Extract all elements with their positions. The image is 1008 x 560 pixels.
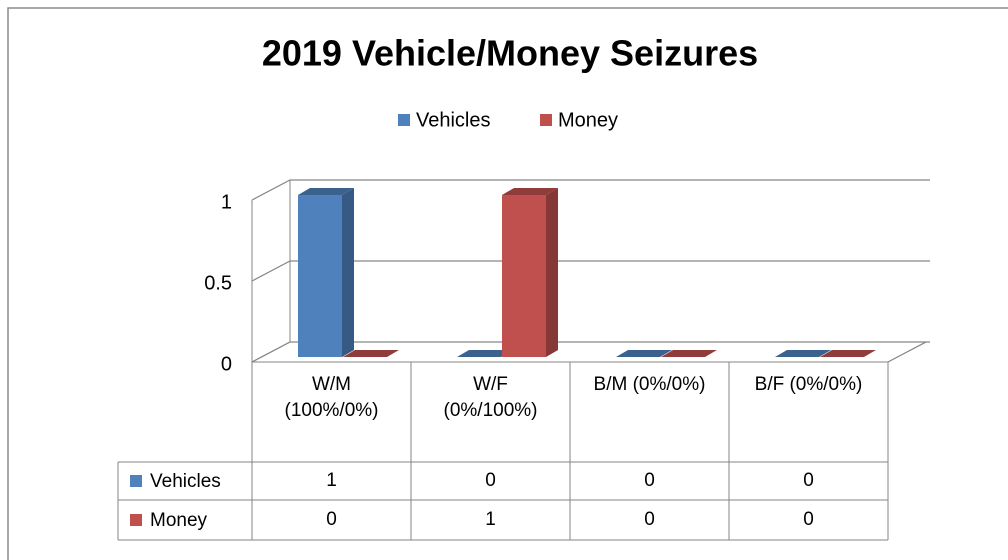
bar bbox=[820, 350, 876, 357]
bar bbox=[343, 350, 399, 357]
legend-swatch bbox=[398, 114, 410, 126]
bar-face bbox=[616, 350, 672, 357]
bar-face bbox=[661, 350, 717, 357]
bar-face bbox=[502, 195, 546, 357]
table-value: 0 bbox=[644, 509, 655, 530]
legend-label: Vehicles bbox=[416, 109, 491, 131]
table-value: 0 bbox=[803, 509, 814, 530]
bar-face bbox=[820, 350, 876, 357]
table-value: 0 bbox=[644, 470, 655, 491]
y-tick-label: 0 bbox=[221, 353, 232, 375]
y-tick-label: 1 bbox=[221, 191, 232, 213]
table-value: 0 bbox=[485, 470, 496, 491]
table-value: 1 bbox=[326, 470, 337, 491]
bar-face bbox=[546, 188, 558, 357]
table-value: 1 bbox=[485, 509, 496, 530]
bar-face bbox=[457, 350, 513, 357]
bar bbox=[775, 350, 831, 357]
table-value: 0 bbox=[803, 470, 814, 491]
bar bbox=[502, 188, 558, 357]
bar-face bbox=[298, 195, 342, 357]
bar bbox=[457, 350, 513, 357]
x-tick-label: B/M (0%/0%) bbox=[593, 374, 706, 395]
x-tick-label: W/F (0%/100%) bbox=[443, 374, 538, 421]
bar-face bbox=[298, 188, 354, 195]
x-tick-label: B/F (0%/0%) bbox=[754, 374, 863, 395]
table-legend-label: Money bbox=[150, 510, 208, 531]
bar-face bbox=[342, 188, 354, 357]
bar-face bbox=[343, 350, 399, 357]
y-tick-label: 0.5 bbox=[204, 272, 232, 294]
bar bbox=[661, 350, 717, 357]
legend-swatch bbox=[540, 114, 552, 126]
bar-face bbox=[502, 188, 558, 195]
bar bbox=[616, 350, 672, 357]
table-legend-swatch bbox=[130, 514, 142, 526]
legend-label: Money bbox=[558, 109, 618, 131]
table-legend-label: Vehicles bbox=[150, 471, 221, 492]
chart-frame bbox=[7, 7, 1008, 560]
bar-face bbox=[775, 350, 831, 357]
table-legend-swatch bbox=[130, 475, 142, 487]
x-tick-label: W/M (100%/0%) bbox=[284, 374, 379, 421]
chart-title: 2019 Vehicle/Money Seizures bbox=[262, 33, 758, 74]
table-value: 0 bbox=[326, 509, 337, 530]
table-line bbox=[887, 341, 927, 363]
bar bbox=[298, 188, 354, 357]
